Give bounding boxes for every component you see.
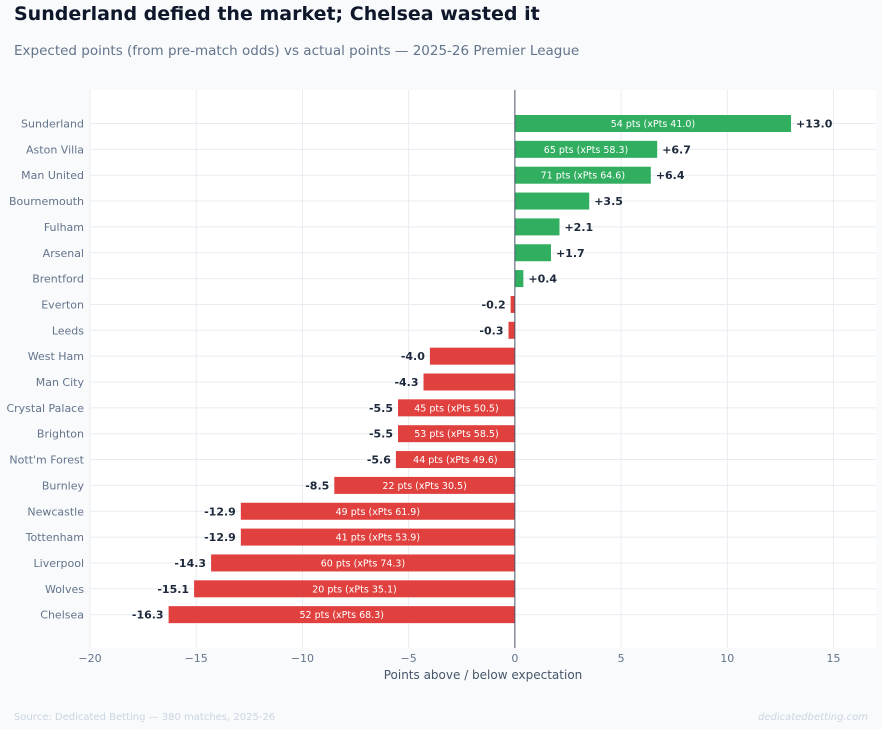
- value-label: -0.3: [479, 324, 503, 337]
- category-label: Crystal Palace: [6, 402, 84, 415]
- bar: [240, 502, 515, 520]
- x-tick-label: 0: [511, 652, 518, 665]
- category-label: Newcastle: [27, 505, 84, 518]
- x-tick-label: 10: [720, 652, 734, 665]
- value-label: -4.3: [394, 376, 418, 389]
- value-label: +6.4: [656, 169, 685, 182]
- chart-subtitle: Expected points (from pre-match odds) vs…: [14, 43, 580, 59]
- value-label: +6.7: [662, 143, 691, 156]
- labels: Sunderland +13.0 54 pts (xPts 41.0) Aston V…: [6, 118, 832, 622]
- bar-annotation: 41 pts (xPts 53.9): [336, 533, 420, 544]
- bar: [514, 244, 551, 262]
- bar-annotation: 45 pts (xPts 50.5): [414, 403, 498, 414]
- bar-annotation: 54 pts (xPts 41.0): [611, 119, 695, 130]
- category-label: Tottenham: [25, 531, 84, 544]
- bar: [240, 528, 515, 546]
- value-label: -16.3: [132, 609, 164, 622]
- bar: [398, 425, 515, 443]
- value-label: -4.0: [401, 350, 425, 363]
- value-label: +13.0: [796, 118, 833, 131]
- category-label: Arsenal: [43, 247, 84, 260]
- chart-title: Sunderland defied the market; Chelsea wa…: [14, 3, 540, 25]
- x-tick-label: 15: [827, 652, 841, 665]
- bar: [514, 140, 658, 158]
- bar: [508, 321, 515, 339]
- x-tick-label: −5: [401, 652, 417, 665]
- value-label: -5.5: [369, 402, 393, 415]
- bar-annotation: 71 pts (xPts 64.6): [541, 171, 625, 182]
- bar: [514, 192, 590, 210]
- value-label: +3.5: [594, 195, 623, 208]
- x-tick-label: −20: [78, 652, 101, 665]
- bar-annotation: 49 pts (xPts 61.9): [336, 507, 420, 518]
- bar: [429, 347, 515, 365]
- category-label: Fulham: [44, 221, 84, 234]
- category-label: West Ham: [28, 350, 84, 363]
- category-label: Brentford: [32, 273, 84, 286]
- category-label: Leeds: [52, 324, 84, 337]
- value-label: -15.1: [157, 583, 189, 596]
- bar: [514, 270, 524, 288]
- category-label: Wolves: [45, 583, 84, 596]
- value-label: +2.1: [564, 221, 593, 234]
- bar-annotation: 53 pts (xPts 58.5): [414, 429, 498, 440]
- category-label: Man City: [36, 376, 85, 389]
- x-tick-label: −15: [185, 652, 208, 665]
- bar-annotation: 52 pts (xPts 68.3): [300, 610, 384, 621]
- value-label: +0.4: [528, 273, 557, 286]
- bar-annotation: 60 pts (xPts 74.3): [321, 558, 405, 569]
- bar: [510, 295, 515, 313]
- bar: [168, 606, 515, 624]
- bar: [514, 166, 651, 184]
- site-credit: dedicatedbetting.com: [757, 712, 868, 723]
- value-label: -14.3: [174, 557, 206, 570]
- category-label: Chelsea: [40, 609, 84, 622]
- value-label: -5.5: [369, 428, 393, 441]
- value-label: -8.5: [305, 479, 329, 492]
- x-tick-label: −10: [291, 652, 314, 665]
- value-label: -5.6: [367, 454, 391, 467]
- category-label: Aston Villa: [26, 143, 84, 156]
- value-label: -12.9: [204, 505, 236, 518]
- source-note: Source: Dedicated Betting — 380 matches,…: [14, 712, 276, 723]
- bar: [334, 476, 515, 494]
- category-label: Brighton: [37, 428, 84, 441]
- bar-annotation: 44 pts (xPts 49.6): [413, 455, 497, 466]
- category-label: Bournemouth: [9, 195, 84, 208]
- category-label: Everton: [41, 298, 84, 311]
- x-tick-label: 5: [618, 652, 625, 665]
- bar-annotation: 65 pts (xPts 58.3): [544, 145, 628, 156]
- value-label: -0.2: [482, 298, 506, 311]
- category-label: Sunderland: [21, 118, 84, 131]
- value-label: +1.7: [556, 247, 585, 260]
- bar: [211, 554, 515, 572]
- x-axis: −20 −15 −10 −5 0 5 10 15: [78, 652, 840, 665]
- bar: [514, 218, 560, 236]
- category-label: Liverpool: [34, 557, 84, 570]
- bar: [423, 373, 515, 391]
- bar: [514, 115, 792, 132]
- bars: [168, 115, 792, 624]
- category-label: Nott'm Forest: [9, 454, 84, 467]
- bar: [194, 580, 515, 598]
- value-label: -12.9: [204, 531, 236, 544]
- category-label: Man United: [21, 169, 84, 182]
- bar-annotation: 22 pts (xPts 30.5): [382, 481, 466, 492]
- x-axis-title: Points above / below expectation: [384, 668, 583, 682]
- bar: [395, 451, 515, 469]
- category-label: Burnley: [42, 479, 85, 492]
- bar-annotation: 20 pts (xPts 35.1): [312, 584, 396, 595]
- bar: [398, 399, 515, 417]
